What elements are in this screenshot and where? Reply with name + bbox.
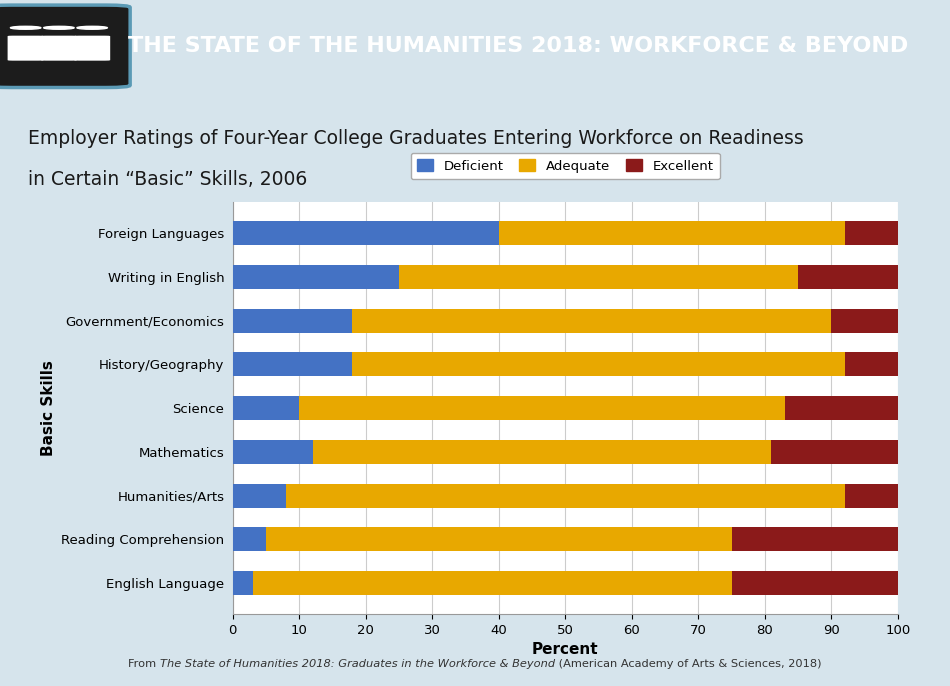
Bar [352,353,845,377]
Legend: Deficient, Adequate, Excellent: Deficient, Adequate, Excellent [410,153,720,179]
Bar [233,309,352,333]
Bar [266,528,732,552]
Text: (American Academy of Arts & Sciences, 2018): (American Academy of Arts & Sciences, 20… [555,659,822,669]
Bar [785,396,898,421]
Text: in Certain “Basic” Skills, 2006: in Certain “Basic” Skills, 2006 [28,170,308,189]
FancyBboxPatch shape [74,36,110,60]
Y-axis label: Basic Skills: Basic Skills [41,360,56,456]
Bar [499,221,845,245]
Circle shape [44,26,74,29]
Bar [299,396,785,421]
Bar [233,528,266,552]
Text: THE STATE OF THE HUMANITIES 2018: WORKFORCE & BEYOND: THE STATE OF THE HUMANITIES 2018: WORKFO… [128,36,908,56]
Bar [831,309,898,333]
FancyBboxPatch shape [8,36,44,60]
Text: The State of Humanities 2018: Graduates in the Workforce & Beyond: The State of Humanities 2018: Graduates … [160,659,555,669]
Bar [233,571,253,595]
Bar [732,528,898,552]
Bar [845,221,898,245]
Bar [233,484,286,508]
Text: From: From [128,659,160,669]
Bar [313,440,771,464]
Bar [286,484,845,508]
Bar [233,221,499,245]
Bar [771,440,898,464]
Bar [233,396,299,421]
Bar [845,353,898,377]
FancyBboxPatch shape [41,36,77,60]
Bar [233,265,399,289]
Bar [233,440,313,464]
X-axis label: Percent: Percent [532,642,598,657]
Bar [798,265,898,289]
Circle shape [77,26,107,29]
Bar [233,353,352,377]
Circle shape [10,26,41,29]
Bar [399,265,798,289]
FancyBboxPatch shape [0,5,130,88]
Bar [845,484,898,508]
Bar [732,571,898,595]
Text: Employer Ratings of Four-Year College Graduates Entering Workforce on Readiness: Employer Ratings of Four-Year College Gr… [28,129,805,147]
Bar [352,309,831,333]
Bar [253,571,732,595]
